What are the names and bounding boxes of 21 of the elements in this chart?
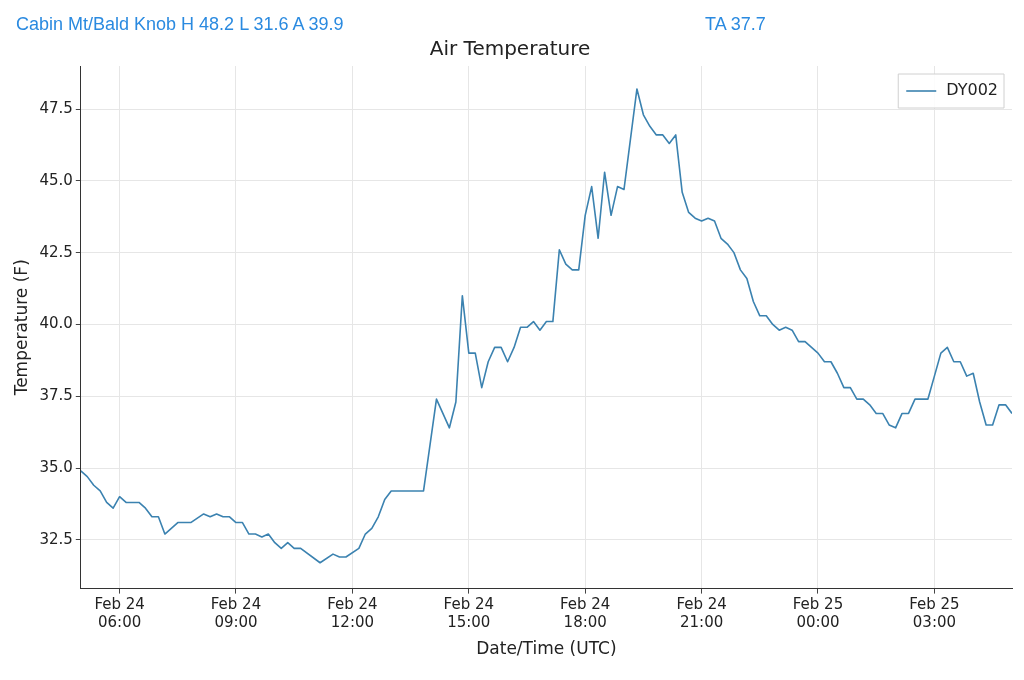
legend-label: DY002: [946, 80, 999, 100]
y-tick-label: 35.0: [39, 457, 73, 476]
x-tick-label: Feb 25 00:00: [792, 595, 844, 632]
chart-title: Air Temperature: [429, 36, 591, 61]
y-tick-label: 45.0: [39, 170, 73, 189]
x-axis-title: Date/Time (UTC): [476, 638, 617, 659]
x-tick-label: Feb 25 03:00: [909, 595, 960, 632]
x-tick-label: Feb 24 12:00: [327, 595, 378, 632]
y-axis-title: Temperature (F): [10, 259, 31, 397]
x-tick-label: Feb 24 21:00: [676, 595, 727, 632]
y-tick-label: 32.5: [39, 529, 73, 548]
text: TA 37.7: [705, 14, 766, 35]
y-tick-label: 47.5: [39, 98, 73, 117]
x-tick-label: Feb 24 18:00: [559, 595, 611, 632]
y-tick-label: 40.0: [39, 314, 73, 333]
text: Cabin Mt/Bald Knob H 48.2 L 31.6 A 39.9: [16, 14, 344, 35]
y-tick-label: 37.5: [39, 386, 73, 405]
x-tick-label: Feb 24 06:00: [94, 595, 145, 632]
x-tick-label: Feb 24 15:00: [443, 595, 495, 632]
y-tick-label: 42.5: [39, 242, 73, 261]
x-tick-label: Feb 24 09:00: [210, 595, 262, 632]
